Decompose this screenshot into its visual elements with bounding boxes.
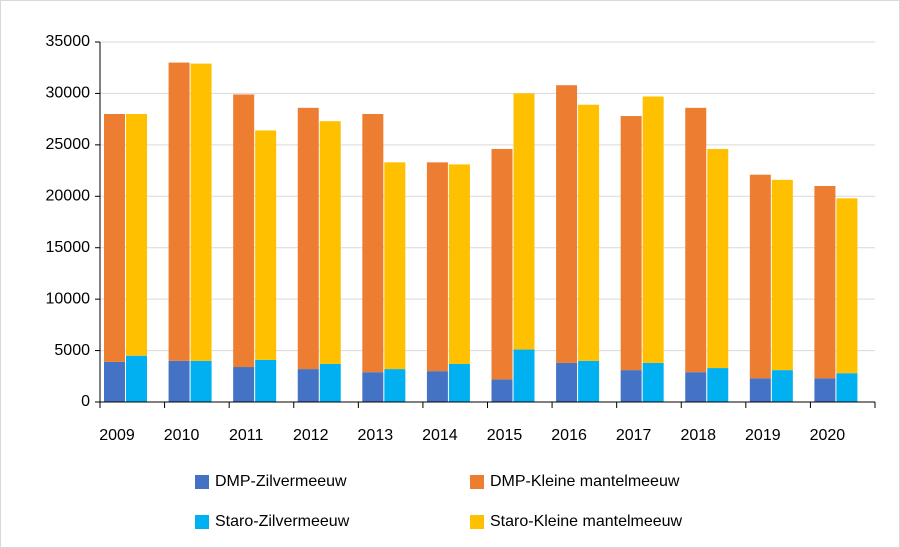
bar-segment: [384, 369, 406, 402]
bar-segment: [513, 349, 535, 402]
bar-segment: [556, 85, 578, 363]
x-tick-label: 2012: [293, 427, 329, 444]
x-tick-label: 2015: [487, 427, 523, 444]
y-tick-label: 25000: [46, 136, 91, 153]
bar-segment: [126, 355, 147, 402]
bar-segment: [620, 116, 642, 371]
bar-segment: [642, 96, 664, 363]
bar-segment: [233, 367, 255, 402]
bar-segment: [836, 198, 858, 374]
bar-segment: [513, 93, 535, 350]
x-tick-label: 2009: [99, 427, 135, 444]
legend-swatch: [195, 515, 209, 529]
bar-segment: [126, 114, 147, 356]
bar-segment: [362, 114, 384, 373]
y-tick-label: 5000: [54, 342, 90, 359]
x-tick-label: 2013: [358, 427, 394, 444]
bar-segment: [190, 63, 212, 361]
bar-segment: [836, 373, 858, 402]
bar-segment: [491, 148, 513, 380]
bar-segment: [104, 114, 125, 362]
bar-segment: [426, 371, 448, 402]
legend-swatch: [470, 515, 484, 529]
bar-segment: [707, 368, 729, 402]
bar-segment: [255, 130, 277, 360]
bar-segment: [578, 360, 600, 402]
bar-segment: [707, 148, 729, 369]
y-tick-label: 30000: [46, 85, 91, 102]
legend-label: Staro-Kleine mantelmeeuw: [490, 513, 683, 530]
bar-segment: [297, 369, 319, 402]
bar-segment: [319, 363, 341, 402]
bar-segment: [620, 370, 642, 402]
bar-segment: [190, 360, 212, 402]
y-tick-label: 20000: [46, 188, 91, 205]
legend-label: DMP-Zilvermeeuw: [215, 473, 347, 490]
bar-segment: [814, 186, 836, 379]
legend-label: DMP-Kleine mantelmeeuw: [490, 473, 680, 490]
x-tick-label: 2011: [229, 427, 264, 444]
bar-segment: [771, 370, 793, 402]
bar-segment: [771, 179, 793, 371]
y-tick-label: 10000: [46, 290, 91, 307]
x-tick-label: 2020: [810, 427, 846, 444]
x-tick-label: 2014: [422, 427, 458, 444]
bar-segment: [362, 372, 384, 402]
x-tick-label: 2017: [616, 427, 652, 444]
bar-segment: [168, 62, 190, 361]
bar-segment: [642, 362, 664, 402]
bar-segment: [233, 94, 255, 368]
x-tick-label: 2010: [164, 427, 200, 444]
bar-segment: [556, 362, 578, 402]
y-tick-label: 0: [81, 393, 90, 410]
bar-segment: [384, 162, 406, 370]
bar-segment: [426, 162, 448, 372]
bar-segment: [319, 121, 341, 364]
legend-label: Staro-Zilvermeeuw: [215, 513, 350, 530]
legend-swatch: [470, 475, 484, 489]
bar-segment: [168, 360, 190, 402]
bar-segment: [297, 107, 319, 370]
x-tick-label: 2019: [745, 427, 781, 444]
bar-segment: [685, 107, 707, 373]
bar-segment: [578, 104, 600, 361]
x-tick-label: 2016: [551, 427, 587, 444]
y-tick-label: 15000: [46, 239, 91, 256]
legend-swatch: [195, 475, 209, 489]
bar-segment: [749, 174, 771, 379]
bar-segment: [749, 378, 771, 402]
bar-segment: [814, 378, 836, 402]
y-tick-label: 35000: [46, 33, 91, 50]
x-tick-label: 2018: [680, 427, 716, 444]
bar-segment: [104, 361, 125, 402]
bar-segment: [448, 363, 470, 402]
bar-segment: [491, 379, 513, 402]
bar-segment: [255, 359, 277, 402]
bar-segment: [685, 372, 707, 402]
bar-segment: [448, 164, 470, 364]
